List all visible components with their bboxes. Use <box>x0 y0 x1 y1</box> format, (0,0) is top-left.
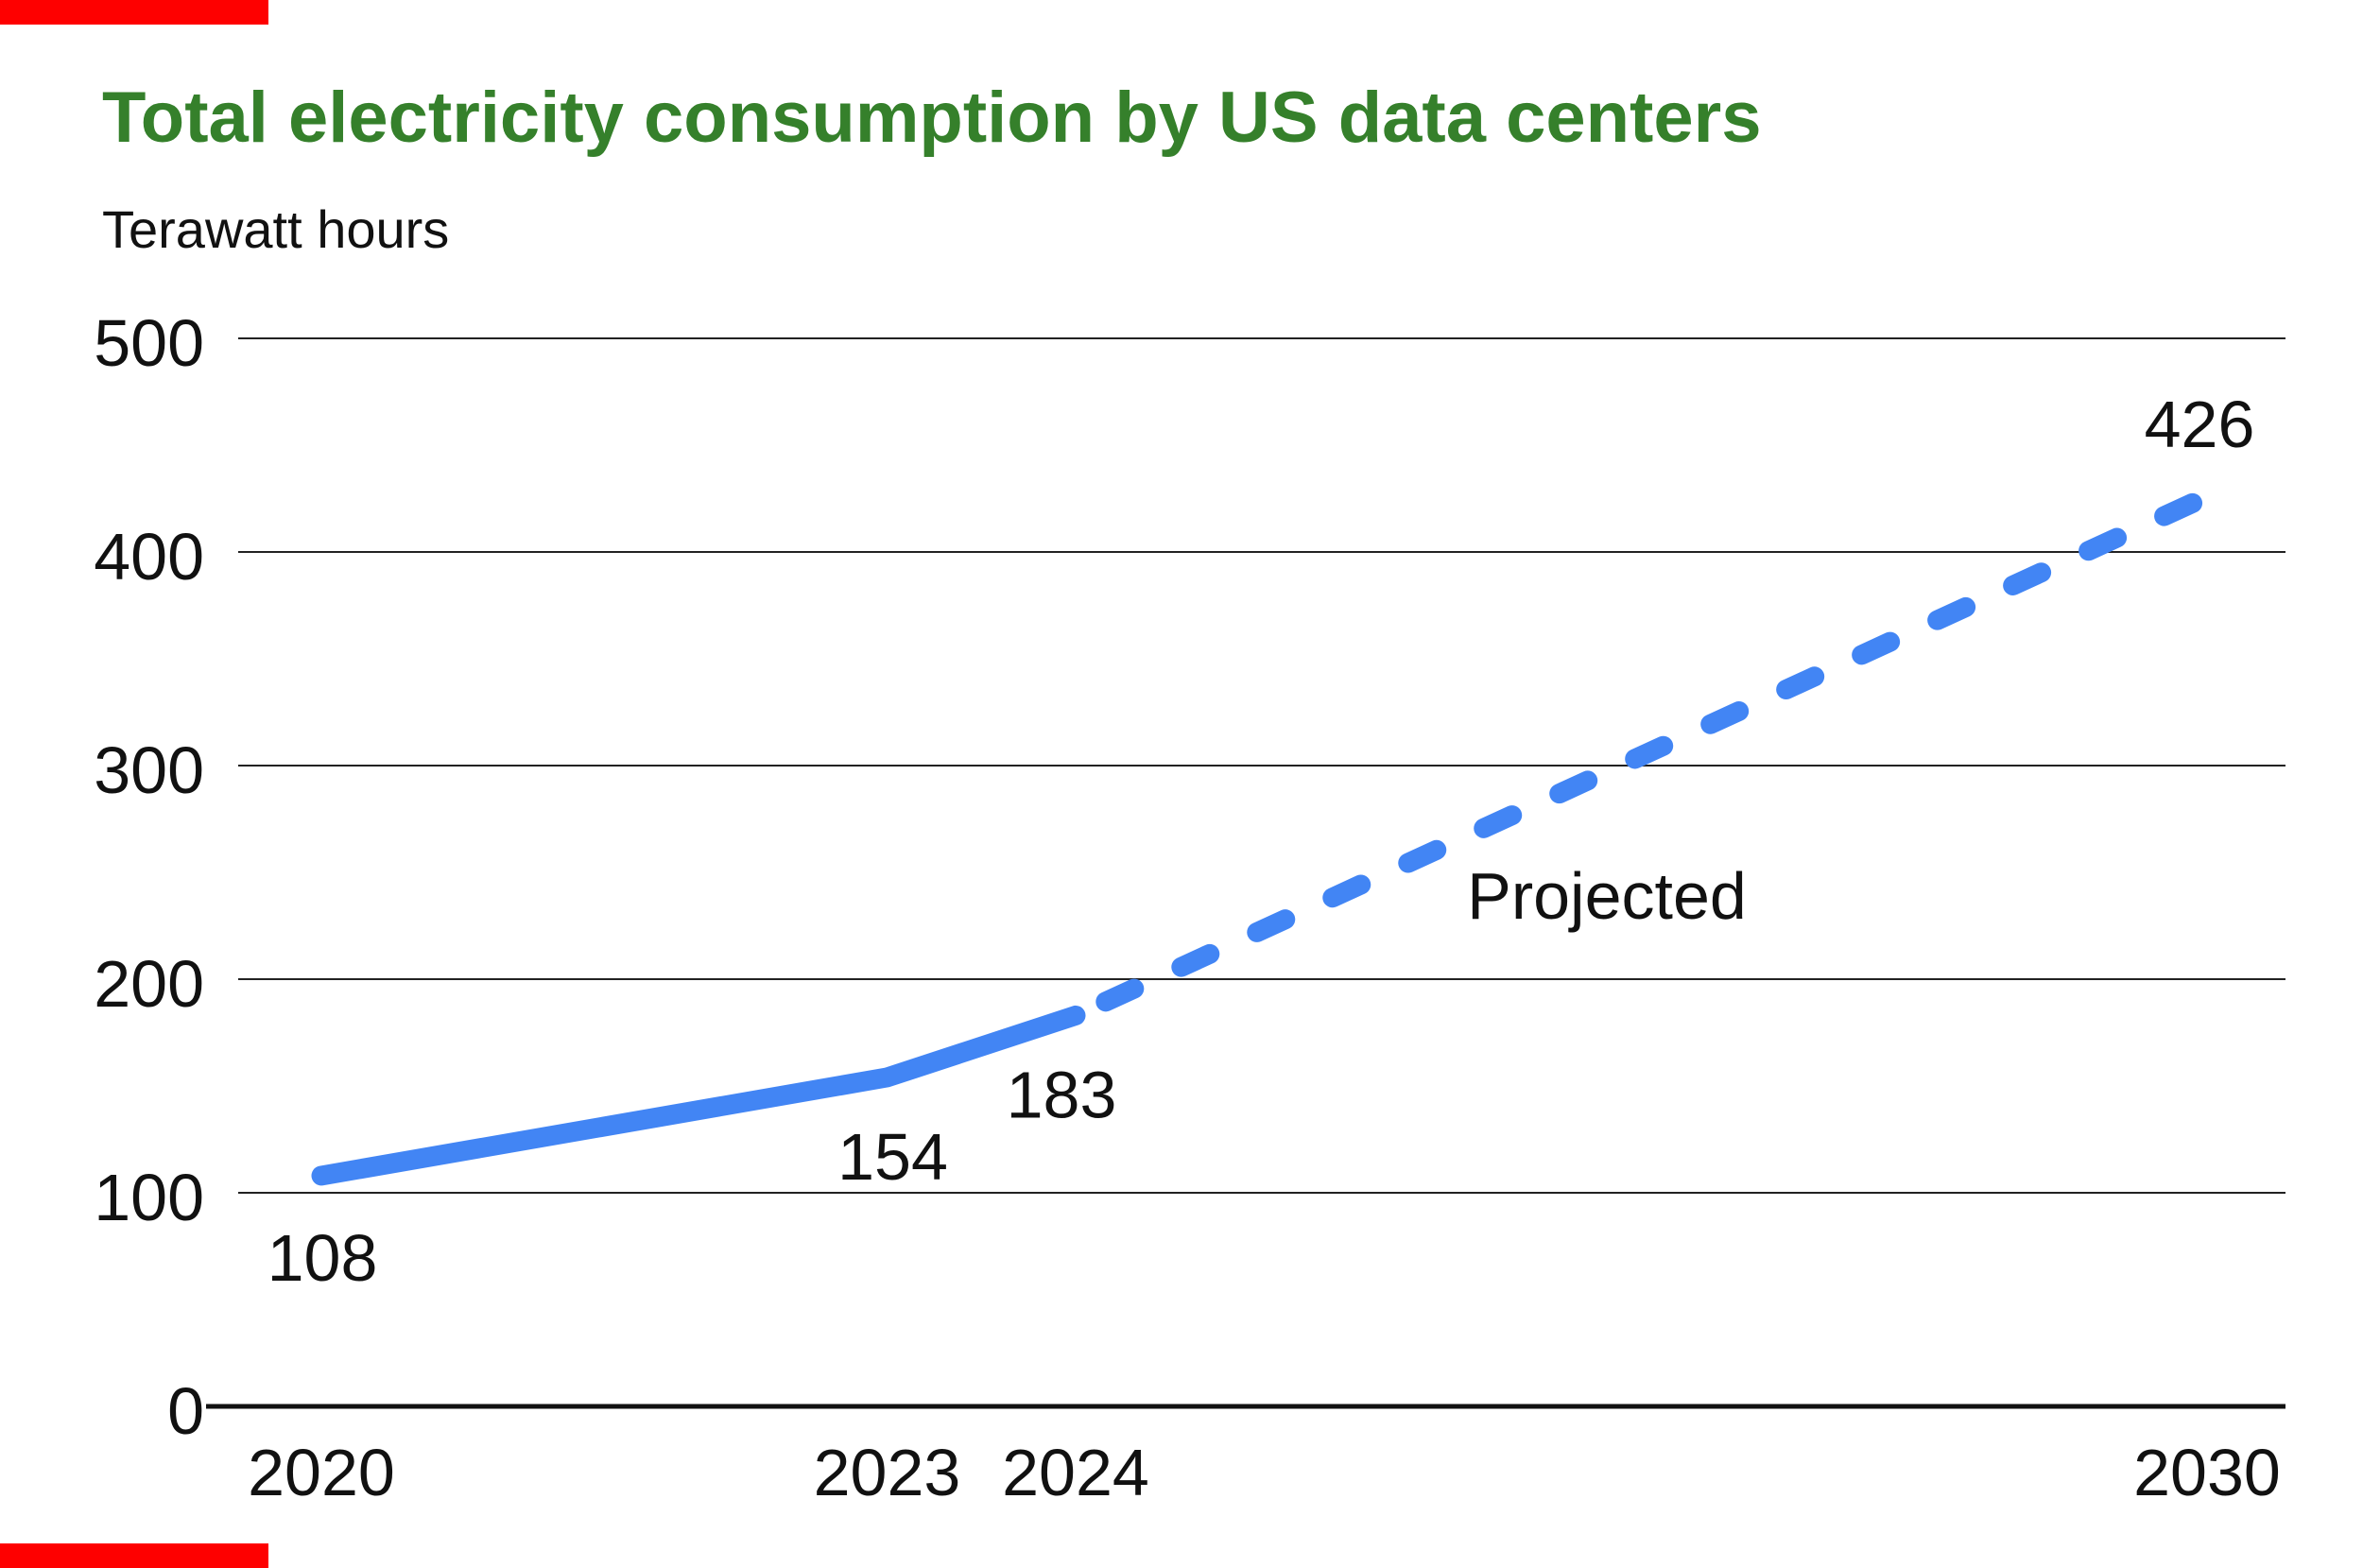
y-tick-label: 300 <box>94 733 204 807</box>
data-label: 183 <box>1007 1058 1117 1131</box>
data-label: 426 <box>2145 388 2255 461</box>
data-label: 108 <box>267 1221 378 1295</box>
chart-unit-label: Terawatt hours <box>102 199 449 259</box>
chart-title: Total electricity consumption by US data… <box>102 78 1761 158</box>
projected-annotation: Projected <box>1467 859 1747 933</box>
series-line-solid <box>311 1005 1086 1186</box>
x-tick-label: 2030 <box>2133 1436 2281 1509</box>
series-line-projected-dashed <box>1065 486 2217 1025</box>
x-tick-label: 2023 <box>814 1436 961 1509</box>
plot-area: 0 100 200 300 400 500 2020 2023 2024 2030 108 154 18… <box>94 306 2285 1509</box>
redaction-bar-top <box>0 0 268 25</box>
y-tick-label: 500 <box>94 306 204 380</box>
redaction-bar-bottom <box>0 1543 268 1568</box>
x-tick-label: 2020 <box>248 1436 395 1509</box>
y-tick-label: 200 <box>94 947 204 1021</box>
y-tick-label: 400 <box>94 520 204 594</box>
y-tick-label: 0 <box>167 1374 204 1448</box>
x-tick-label: 2024 <box>1002 1436 1149 1509</box>
y-tick-label: 100 <box>94 1161 204 1234</box>
data-label: 154 <box>837 1120 948 1194</box>
